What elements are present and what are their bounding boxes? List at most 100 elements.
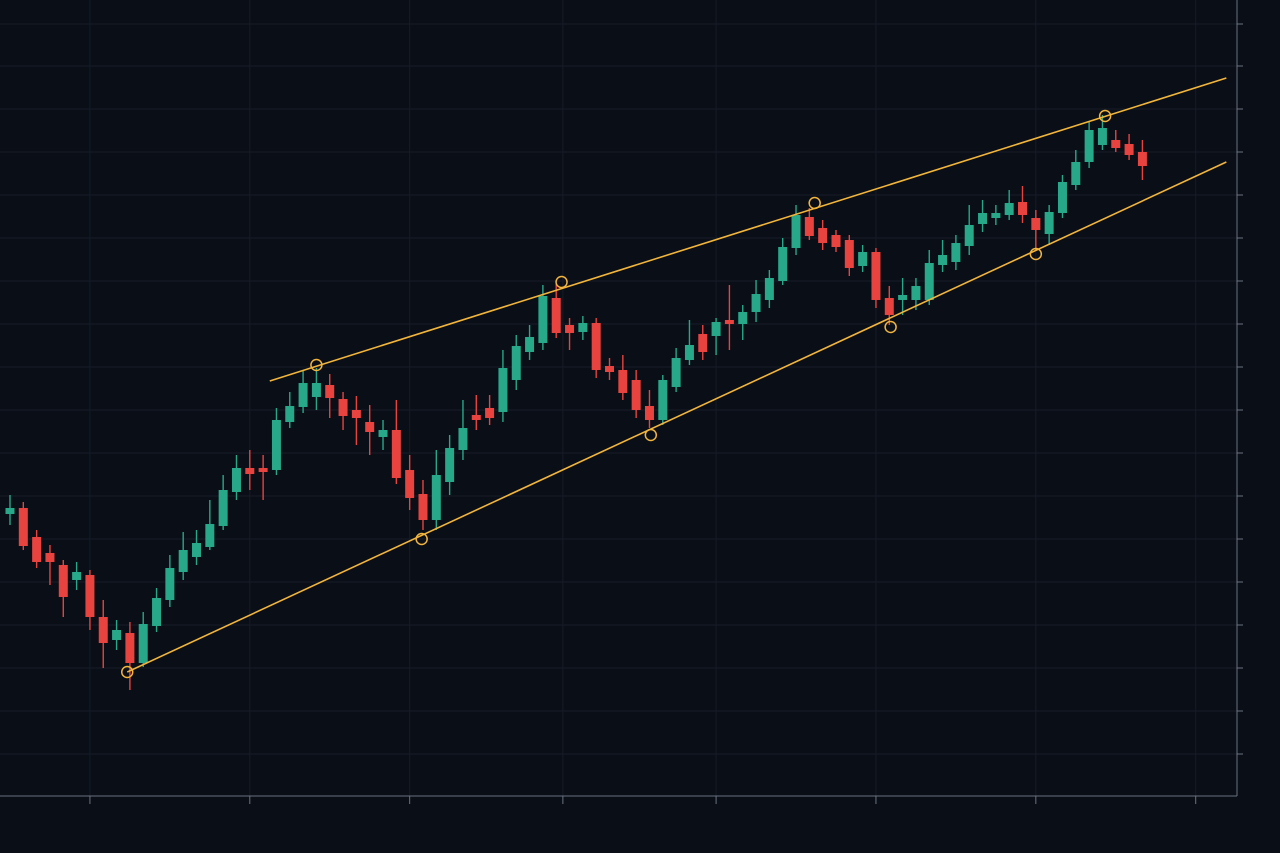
candle-body	[658, 380, 668, 420]
candle-body	[431, 475, 441, 520]
candle-body	[1004, 203, 1014, 215]
candle-body	[671, 358, 681, 387]
candle-body	[365, 422, 375, 432]
candle-body	[898, 295, 908, 300]
trendline	[126, 161, 1227, 673]
candle-body	[138, 624, 148, 663]
candle-body	[192, 543, 202, 557]
candle-body	[1031, 218, 1041, 230]
candle-body	[351, 410, 361, 418]
candle-body	[525, 337, 535, 352]
candle-body	[18, 508, 28, 546]
candle-body	[378, 430, 388, 437]
candle-body	[711, 322, 721, 336]
candle-body	[405, 470, 415, 498]
touch-point	[1098, 109, 1112, 123]
candle-body	[791, 215, 801, 248]
candle-body	[311, 383, 321, 397]
candle-body	[498, 368, 508, 412]
candle-body	[218, 490, 228, 526]
candle-body	[511, 346, 521, 380]
candle-body	[245, 468, 255, 474]
candle-body	[445, 448, 455, 482]
candle-body	[418, 494, 428, 520]
candle-body	[844, 240, 854, 268]
candle-body	[1071, 162, 1081, 185]
candle-body	[818, 228, 828, 243]
touch-point	[415, 532, 428, 546]
candle-body	[285, 406, 295, 422]
touch-point	[555, 275, 568, 289]
candle-body	[32, 537, 42, 562]
candle-body	[1018, 202, 1028, 215]
candle-body	[778, 247, 788, 281]
candle-body	[1097, 128, 1107, 145]
candle-body	[325, 385, 335, 398]
candle-body	[1111, 140, 1121, 148]
candle-body	[684, 345, 694, 360]
candle-body	[631, 380, 641, 410]
candle-body	[924, 263, 934, 300]
candle-body	[751, 294, 761, 312]
candle-body	[764, 278, 774, 300]
candle-body	[618, 370, 628, 393]
candle-body	[991, 213, 1001, 218]
touch-point	[884, 320, 897, 334]
candle-body	[804, 217, 814, 236]
candle-body	[605, 366, 615, 372]
candle-body	[471, 415, 481, 420]
candle-body	[5, 508, 15, 514]
candle-body	[951, 243, 961, 262]
candle-body	[551, 298, 561, 333]
candle-body	[591, 323, 601, 370]
candle-body	[458, 428, 468, 450]
candle-body	[485, 408, 495, 418]
candle-body	[258, 468, 268, 472]
candle-body	[698, 334, 708, 352]
touch-point	[1029, 247, 1043, 261]
candle-body	[978, 213, 988, 224]
candle-body	[1057, 182, 1067, 213]
candle-body	[165, 568, 175, 600]
candle-body	[1124, 144, 1134, 155]
touch-point	[120, 665, 134, 679]
candle-body	[831, 235, 841, 247]
candle-body	[178, 550, 188, 572]
candle-body	[125, 633, 135, 663]
candle-body	[338, 399, 348, 416]
candle-body	[964, 225, 974, 246]
candle-body	[391, 430, 401, 478]
candle-body	[271, 420, 281, 470]
candle-body	[911, 286, 921, 300]
candle-body	[644, 406, 654, 420]
candle-body	[72, 572, 82, 580]
candle-body	[884, 298, 894, 315]
candle-body	[738, 312, 748, 324]
candle-body	[298, 383, 308, 407]
touch-point	[644, 428, 658, 442]
candle-body	[1084, 130, 1094, 162]
touch-point	[310, 358, 323, 372]
candle-body	[1044, 212, 1054, 234]
candle-body	[45, 553, 55, 562]
touch-point	[808, 196, 821, 210]
candle-body	[58, 565, 68, 597]
candle-body	[538, 296, 548, 343]
trendline	[269, 77, 1227, 382]
candle-body	[724, 320, 734, 324]
candle-body	[85, 575, 95, 617]
candle-body	[205, 524, 215, 547]
candle-body	[565, 325, 575, 333]
candle-body	[578, 323, 588, 332]
candle-body	[938, 255, 948, 265]
candle-body	[98, 617, 108, 643]
candle-body	[152, 598, 162, 626]
candle-body	[858, 252, 868, 266]
candle-body	[871, 252, 881, 300]
candle-body	[1137, 152, 1147, 166]
candle-body	[112, 630, 122, 640]
candle-body	[231, 468, 241, 492]
